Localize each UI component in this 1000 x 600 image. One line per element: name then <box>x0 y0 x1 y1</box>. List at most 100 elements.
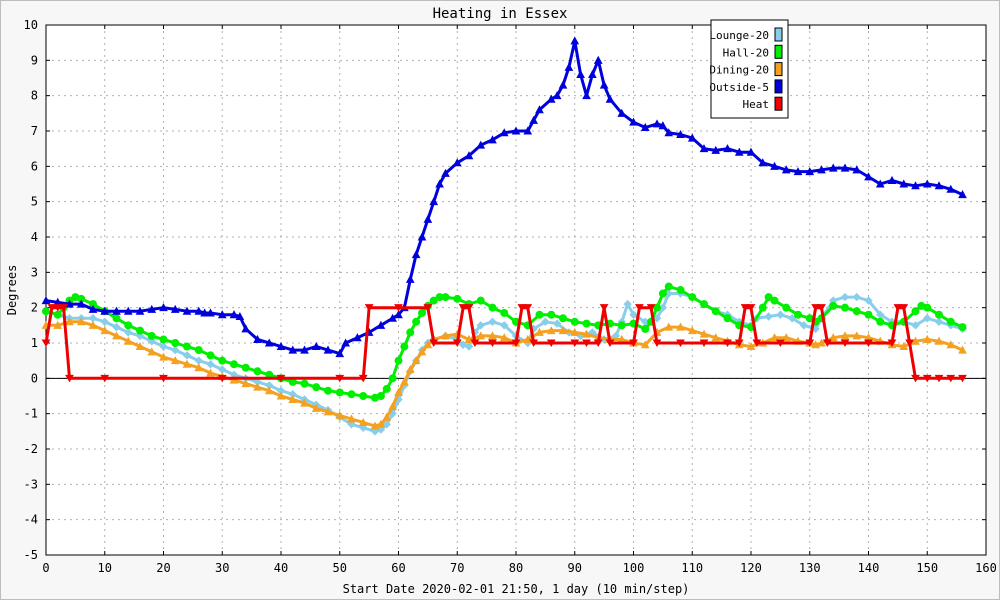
data-point-dining-20 <box>135 341 145 351</box>
data-point-heat <box>864 339 873 347</box>
data-point-heat <box>429 339 439 347</box>
data-point-outside-5 <box>241 324 251 333</box>
data-point-outside-5 <box>182 306 192 315</box>
data-point-hall-20 <box>347 390 356 399</box>
data-point-heat <box>734 339 744 347</box>
data-point-outside-5 <box>511 126 521 135</box>
data-point-heat <box>652 339 662 347</box>
data-point-dining-20 <box>241 379 251 388</box>
data-point-hall-20 <box>429 296 438 305</box>
data-point-outside-5 <box>864 172 873 181</box>
data-point-dining-20 <box>170 356 180 365</box>
data-point-dining-20 <box>781 333 791 342</box>
data-point-dining-20 <box>746 341 756 351</box>
data-point-hall-20 <box>241 363 250 372</box>
data-point-hall-20 <box>335 388 344 397</box>
data-point-outside-5 <box>664 128 674 137</box>
data-point-dining-20 <box>546 326 556 335</box>
data-point-hall-20 <box>324 386 332 395</box>
data-point-outside-5 <box>394 310 403 319</box>
data-point-hall-20 <box>171 339 180 347</box>
data-point-hall-20 <box>535 310 544 319</box>
data-point-dining-20 <box>311 403 321 412</box>
data-point-outside-5 <box>411 250 421 259</box>
y-tick-label: 9 <box>31 53 38 67</box>
data-point-hall-20 <box>946 317 955 326</box>
data-point-hall-20 <box>218 356 227 365</box>
data-point-heat <box>887 339 897 347</box>
data-point-lounge-20 <box>787 314 797 323</box>
data-point-outside-5 <box>676 129 685 139</box>
data-point-hall-20 <box>376 392 385 400</box>
data-point-dining-20 <box>335 410 345 419</box>
data-point-hall-20 <box>911 307 920 316</box>
data-point-outside-5 <box>734 147 744 156</box>
data-point-hall-20 <box>876 317 885 326</box>
data-point-outside-5 <box>41 296 51 305</box>
data-point-outside-5 <box>588 69 597 78</box>
data-point-dining-20 <box>488 331 497 340</box>
data-point-heat <box>817 304 826 312</box>
data-point-heat <box>582 339 591 347</box>
data-point-dining-20 <box>53 320 63 329</box>
series-layer <box>41 36 967 436</box>
data-point-heat <box>676 339 685 347</box>
data-point-hall-20 <box>559 314 567 323</box>
data-point-outside-5 <box>276 341 286 351</box>
data-point-dining-20 <box>711 333 721 342</box>
data-point-hall-20 <box>42 307 50 316</box>
data-point-outside-5 <box>88 304 98 313</box>
y-tick-label: 2 <box>31 301 38 315</box>
data-point-heat <box>776 339 785 347</box>
data-point-outside-5 <box>435 179 444 188</box>
data-point-lounge-20 <box>488 317 497 327</box>
data-point-dining-20 <box>394 387 403 396</box>
data-point-dining-20 <box>946 340 956 349</box>
data-point-hall-20 <box>841 303 849 312</box>
data-point-dining-20 <box>347 414 356 423</box>
axis-ticks: 0 10 20 30 40 50 60 70 80 90 100 110 120 130 140 150 160… <box>24 18 997 575</box>
data-point-dining-20 <box>300 398 309 407</box>
data-point-hall-20 <box>764 293 773 302</box>
data-point-dining-20 <box>899 341 909 351</box>
legend-label: Outside-5 <box>709 81 769 94</box>
data-point-outside-5 <box>875 179 885 188</box>
y-axis-label: Degrees <box>5 265 19 316</box>
data-point-outside-5 <box>629 117 638 126</box>
data-point-heat <box>276 374 286 383</box>
data-point-heat <box>100 374 110 383</box>
data-point-outside-5 <box>159 303 168 312</box>
data-point-outside-5 <box>147 304 157 313</box>
data-point-dining-20 <box>229 375 239 384</box>
data-point-outside-5 <box>170 304 180 313</box>
data-point-hall-20 <box>723 314 732 323</box>
data-point-hall-20 <box>700 300 708 309</box>
data-point-dining-20 <box>699 329 709 338</box>
data-point-hall-20 <box>300 379 309 388</box>
data-point-hall-20 <box>183 342 191 351</box>
data-point-outside-5 <box>417 232 427 241</box>
data-point-hall-20 <box>782 303 791 312</box>
y-tick-label: 0 <box>31 371 38 385</box>
data-point-hall-20 <box>230 360 238 369</box>
data-point-dining-20 <box>558 326 568 335</box>
data-point-heat <box>358 374 368 383</box>
data-point-outside-5 <box>658 121 668 130</box>
data-point-hall-20 <box>500 308 509 317</box>
data-point-hall-20 <box>688 293 697 302</box>
data-point-heat <box>452 339 462 347</box>
data-point-dining-20 <box>464 334 474 343</box>
data-point-heat <box>523 304 533 312</box>
data-point-dining-20 <box>88 320 98 329</box>
data-point-outside-5 <box>840 163 850 172</box>
x-tick-label: 90 <box>568 561 582 575</box>
data-point-heat <box>488 339 497 347</box>
data-point-lounge-20 <box>464 342 474 351</box>
data-point-outside-5 <box>934 181 944 190</box>
data-point-heat <box>946 374 956 383</box>
data-point-lounge-20 <box>923 314 932 323</box>
data-point-hall-20 <box>582 319 591 328</box>
data-point-lounge-20 <box>799 321 809 330</box>
data-point-outside-5 <box>476 140 486 149</box>
data-point-outside-5 <box>758 158 768 167</box>
